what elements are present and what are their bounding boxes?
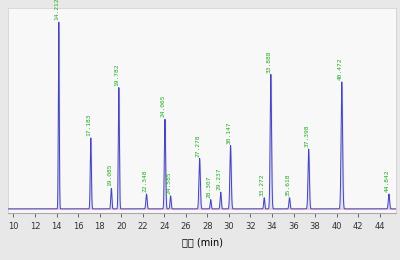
Text: 30.147: 30.147 xyxy=(226,121,232,144)
Text: 24.065: 24.065 xyxy=(161,95,166,118)
Text: 17.183: 17.183 xyxy=(87,114,92,136)
Text: 44.842: 44.842 xyxy=(385,170,390,192)
Text: 33.888: 33.888 xyxy=(267,50,272,73)
Text: 33.272: 33.272 xyxy=(260,173,265,196)
Text: 37.398: 37.398 xyxy=(304,125,310,147)
Text: 14.212: 14.212 xyxy=(55,0,60,20)
Text: 29.237: 29.237 xyxy=(217,168,222,190)
X-axis label: 时间 (min): 时间 (min) xyxy=(182,237,222,247)
Text: 19.782: 19.782 xyxy=(115,63,120,86)
Text: 24.585: 24.585 xyxy=(166,171,172,194)
Text: 22.348: 22.348 xyxy=(142,170,147,192)
Text: 19.085: 19.085 xyxy=(107,164,112,186)
Text: 28.307: 28.307 xyxy=(206,175,212,198)
Text: 27.278: 27.278 xyxy=(196,134,200,157)
Text: 35.618: 35.618 xyxy=(285,173,290,196)
Text: 40.472: 40.472 xyxy=(338,57,343,80)
